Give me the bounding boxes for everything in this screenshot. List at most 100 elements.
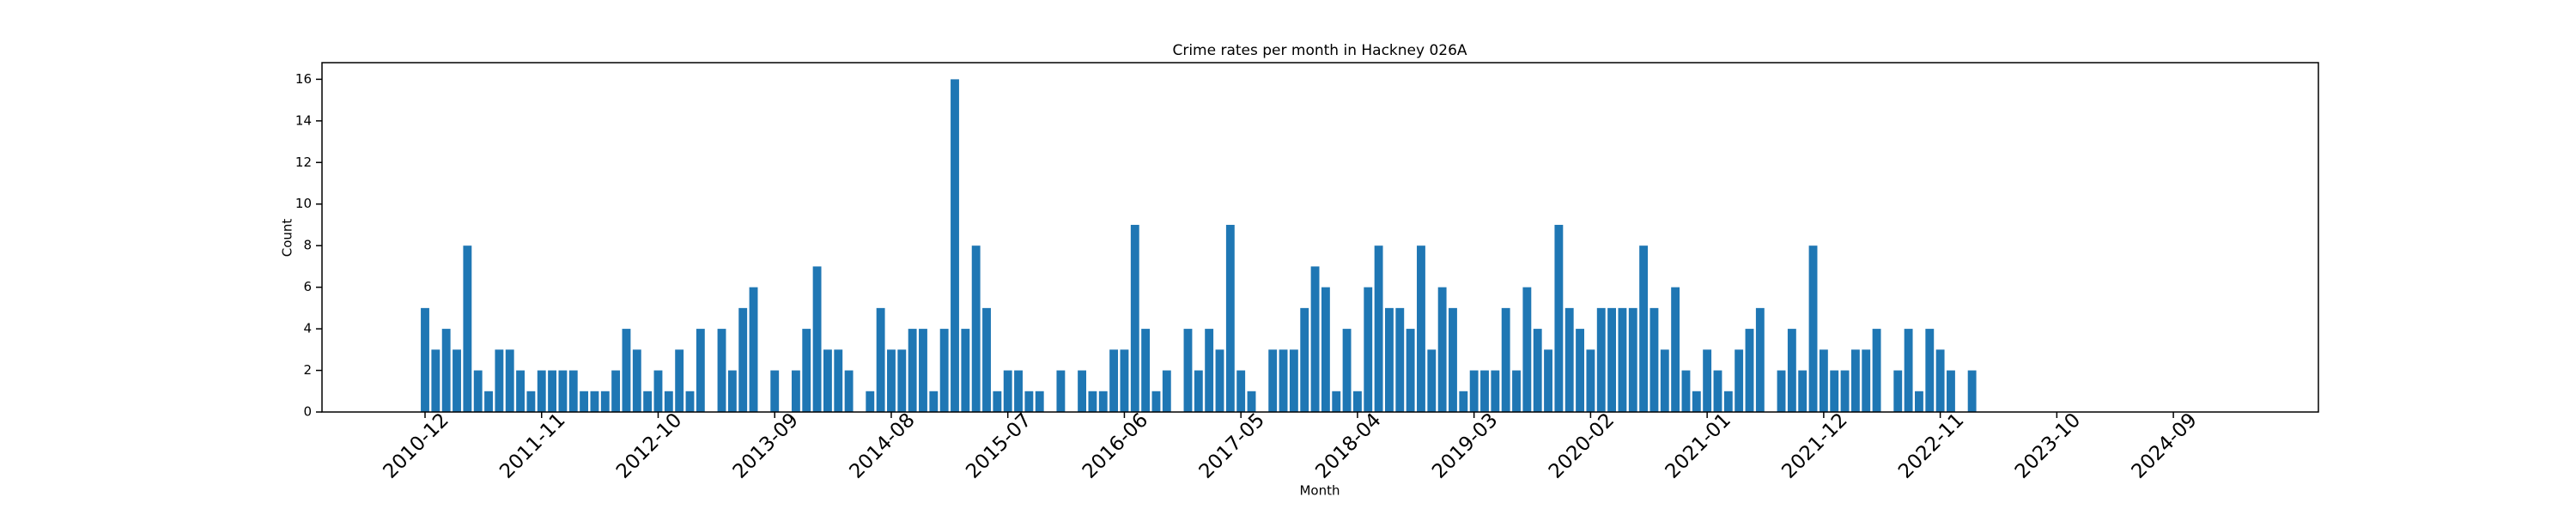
bar (1162, 370, 1171, 412)
bar (738, 307, 748, 412)
bar (939, 329, 949, 412)
bar (982, 307, 991, 412)
bar (463, 245, 472, 412)
bar (580, 391, 589, 412)
bar (1787, 329, 1796, 412)
bar (1618, 307, 1627, 412)
bar (887, 349, 896, 412)
y-tick-label: 4 (303, 321, 312, 336)
bar (1819, 349, 1828, 412)
bar (1947, 370, 1955, 412)
bar (484, 391, 493, 412)
bar (1205, 329, 1214, 412)
y-tick-label: 2 (303, 362, 312, 378)
bar (441, 329, 451, 412)
bar (558, 370, 568, 412)
bar (1236, 370, 1246, 412)
bar (727, 370, 737, 412)
bar (1385, 307, 1394, 412)
bar (1723, 391, 1733, 412)
bar (537, 370, 546, 412)
bar (1872, 329, 1881, 412)
y-tick-label: 8 (303, 238, 312, 253)
bar (1904, 329, 1913, 412)
bar (1830, 370, 1839, 412)
bar (1427, 349, 1437, 412)
bar (802, 329, 811, 412)
bar (600, 391, 610, 412)
bar (1554, 224, 1564, 412)
bar (897, 349, 907, 412)
bar (1671, 287, 1680, 412)
bar (1130, 224, 1139, 412)
bar (1501, 307, 1510, 412)
bar (1417, 245, 1425, 412)
bar (1735, 349, 1744, 412)
y-tick-label: 16 (295, 71, 312, 87)
bar (1967, 370, 1977, 412)
bar (1098, 391, 1108, 412)
bar (929, 391, 939, 412)
bar (516, 370, 525, 412)
bar (696, 329, 705, 412)
bar (431, 349, 440, 412)
bar (1586, 349, 1595, 412)
bar (1225, 224, 1235, 412)
bar (1078, 370, 1087, 412)
bar (1607, 307, 1617, 412)
bar (1915, 391, 1923, 412)
bar (749, 287, 758, 412)
bar (791, 370, 800, 412)
bar (1289, 349, 1298, 412)
y-tick-label: 0 (303, 404, 312, 420)
y-tick-label: 10 (295, 196, 312, 211)
bar (717, 329, 726, 412)
bar (1247, 391, 1256, 412)
bar (1596, 307, 1606, 412)
bar (1014, 370, 1023, 412)
bar (1755, 307, 1765, 412)
bar (1056, 370, 1066, 412)
bar (844, 370, 854, 412)
bar (1342, 329, 1352, 412)
bar (1808, 245, 1818, 412)
bar (1681, 370, 1691, 412)
bar (1352, 391, 1362, 412)
bar (1649, 307, 1659, 412)
bar (526, 391, 536, 412)
bar (568, 370, 578, 412)
bar (1141, 329, 1151, 412)
bar (1321, 287, 1330, 412)
bar (421, 307, 429, 412)
x-axis-label: Month (1299, 483, 1340, 499)
bar (1194, 370, 1203, 412)
bar (473, 370, 483, 412)
bar (664, 391, 673, 412)
bar (1660, 349, 1669, 412)
bar (1925, 329, 1935, 412)
bar (1109, 349, 1119, 412)
y-tick-label: 14 (295, 112, 312, 128)
bar (971, 245, 981, 412)
bar (495, 349, 504, 412)
bar (1406, 329, 1415, 412)
bar (1713, 370, 1722, 412)
bar (1374, 245, 1383, 412)
bar (1935, 349, 1945, 412)
bar (1151, 391, 1161, 412)
bar (622, 329, 631, 412)
chart-title: Crime rates per month in Hackney 026A (1172, 42, 1467, 59)
bar (1469, 370, 1479, 412)
bar (993, 391, 1002, 412)
y-tick-label: 6 (303, 279, 312, 294)
bar (1437, 287, 1447, 412)
bar (908, 329, 917, 412)
bar (1310, 266, 1320, 412)
plot-frame (321, 62, 2319, 413)
bar (951, 79, 959, 412)
bar (1544, 349, 1552, 412)
bar (675, 349, 684, 412)
bar (1798, 370, 1807, 412)
bar (653, 370, 663, 412)
